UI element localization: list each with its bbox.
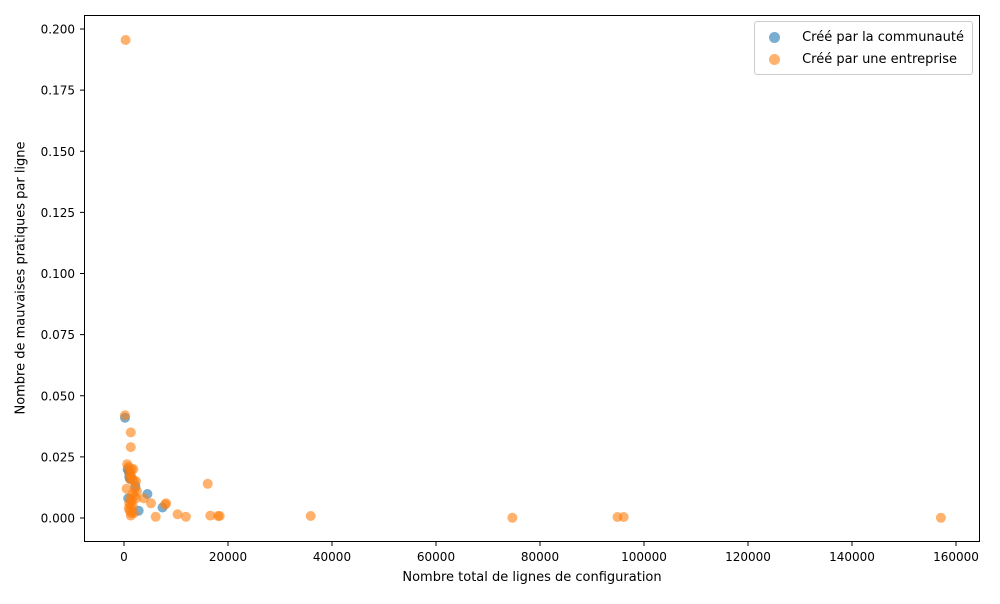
point-enterprise <box>125 442 136 453</box>
legend: Créé par la communauté Créé par une entr… <box>754 21 973 75</box>
y-axis-label: Nombre de mauvaises pratiques par ligne <box>13 141 29 415</box>
x-tick-label: 120000 <box>725 550 771 564</box>
point-enterprise <box>125 510 136 521</box>
x-tick-label: 140000 <box>829 550 875 564</box>
point-enterprise <box>205 510 216 521</box>
data-points <box>120 35 946 523</box>
point-enterprise <box>120 35 131 45</box>
y-tick-label: 0.200 <box>41 23 75 37</box>
point-enterprise <box>214 511 225 521</box>
point-enterprise <box>172 509 183 520</box>
point-enterprise <box>131 476 141 487</box>
point-enterprise <box>202 478 213 489</box>
plot-frame <box>84 15 980 542</box>
y-tick-label: 0.125 <box>41 206 75 220</box>
x-tick-label: 160000 <box>933 550 979 564</box>
point-enterprise <box>146 498 156 509</box>
legend-label-enterprise: Créé par une entreprise <box>802 51 958 67</box>
x-tick-label: 60000 <box>417 550 455 564</box>
y-tick-label: 0.075 <box>41 328 75 342</box>
point-enterprise <box>138 493 149 504</box>
point-enterprise <box>150 511 161 522</box>
x-axis-ticks: 0 20000 40000 60000 80000 100000 120000 140000 1… <box>120 541 979 564</box>
point-enterprise <box>180 511 191 522</box>
point-enterprise <box>507 512 518 523</box>
x-tick-label: 80000 <box>521 550 559 564</box>
y-tick-label: 0.050 <box>41 389 75 403</box>
y-axis-ticks: 0.000 0.025 0.050 0.075 0.100 0.125 0.150 0.175… <box>41 23 85 526</box>
x-tick-label: 40000 <box>313 550 351 564</box>
legend-marker-enterprise-icon <box>769 53 781 65</box>
point-enterprise <box>618 512 629 522</box>
y-tick-label: 0.100 <box>41 267 75 281</box>
y-tick-label: 0.000 <box>41 512 75 526</box>
legend-marker-community-icon <box>769 31 781 43</box>
point-enterprise <box>120 410 130 421</box>
point-enterprise <box>125 427 136 438</box>
legend-item-community: Créé par la communauté <box>763 26 964 48</box>
x-tick-label: 20000 <box>209 550 247 564</box>
legend-item-enterprise: Créé par une entreprise <box>763 48 964 70</box>
x-tick-label: 0 <box>120 550 128 564</box>
point-enterprise <box>305 511 316 521</box>
legend-label-community: Créé par la communauté <box>802 29 964 45</box>
point-enterprise <box>161 498 172 509</box>
y-tick-label: 0.150 <box>41 145 75 159</box>
y-tick-label: 0.175 <box>41 84 75 98</box>
y-tick-label: 0.025 <box>41 450 75 464</box>
x-axis-label: Nombre total de lignes de configuration <box>402 570 662 585</box>
point-enterprise <box>935 512 946 523</box>
x-tick-label: 100000 <box>621 550 667 564</box>
